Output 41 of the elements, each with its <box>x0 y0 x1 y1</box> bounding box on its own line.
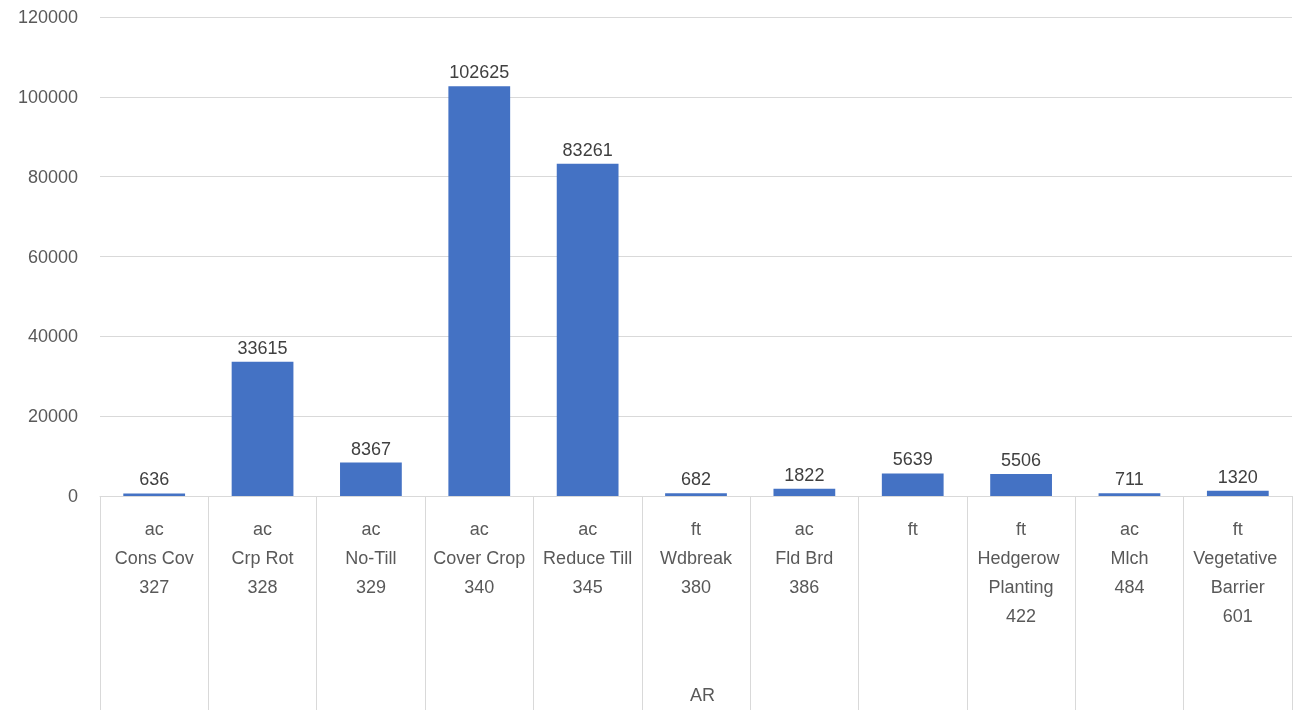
y-tick-label: 20000 <box>27 406 78 427</box>
x-tick-label: ft Hedgerow Planting 422 <box>977 518 1065 626</box>
x-tick-label: ac Reduce Till 345 <box>543 518 633 597</box>
data-label: 1320 <box>1217 466 1258 487</box>
x-tick-label: ac Mlch 484 <box>1110 518 1149 597</box>
x-tick-label: ac Cons Cov 327 <box>114 518 194 597</box>
x-tick-label: ac Cover Crop 340 <box>433 518 526 597</box>
bar <box>340 462 402 496</box>
data-label: 711 <box>1115 469 1144 490</box>
data-label: 5639 <box>892 449 933 470</box>
y-tick-label: 0 <box>67 486 78 506</box>
bar <box>1206 490 1269 496</box>
data-label: 636 <box>139 469 170 490</box>
bar <box>665 493 727 496</box>
x-tick-label: ac Crp Rot 328 <box>231 518 294 597</box>
data-label: 33615 <box>237 337 288 358</box>
y-tick-label: 60000 <box>27 246 78 267</box>
x-tick-label: ft Vegetative Barrier 601 <box>1193 518 1283 626</box>
data-label: 8367 <box>350 438 391 459</box>
bar <box>881 473 944 496</box>
bar <box>231 361 294 496</box>
text: AR <box>690 685 716 705</box>
y-tick-label: 100000 <box>17 86 78 107</box>
bar <box>990 474 1052 496</box>
bar <box>773 488 836 496</box>
x-tick-label: ft Wdbreak 380 <box>659 518 734 597</box>
x-tick-label: ft <box>907 518 918 539</box>
x-tick-label: ac No-Till 329 <box>345 518 397 597</box>
y-tick-label: 120000 <box>17 7 78 27</box>
data-label: 5506 <box>1001 450 1042 471</box>
data-label: 1822 <box>784 464 825 485</box>
bar <box>556 163 619 496</box>
data-label: 682 <box>680 469 712 490</box>
y-tick-label: 40000 <box>27 326 78 347</box>
data-label: 83261 <box>562 139 613 160</box>
bar <box>448 86 511 496</box>
bar <box>1098 493 1161 496</box>
bar <box>123 493 186 496</box>
y-tick-label: 80000 <box>27 166 78 187</box>
x-tick-label: ac Fld Brd 386 <box>775 518 834 597</box>
data-label: 102625 <box>449 62 510 83</box>
